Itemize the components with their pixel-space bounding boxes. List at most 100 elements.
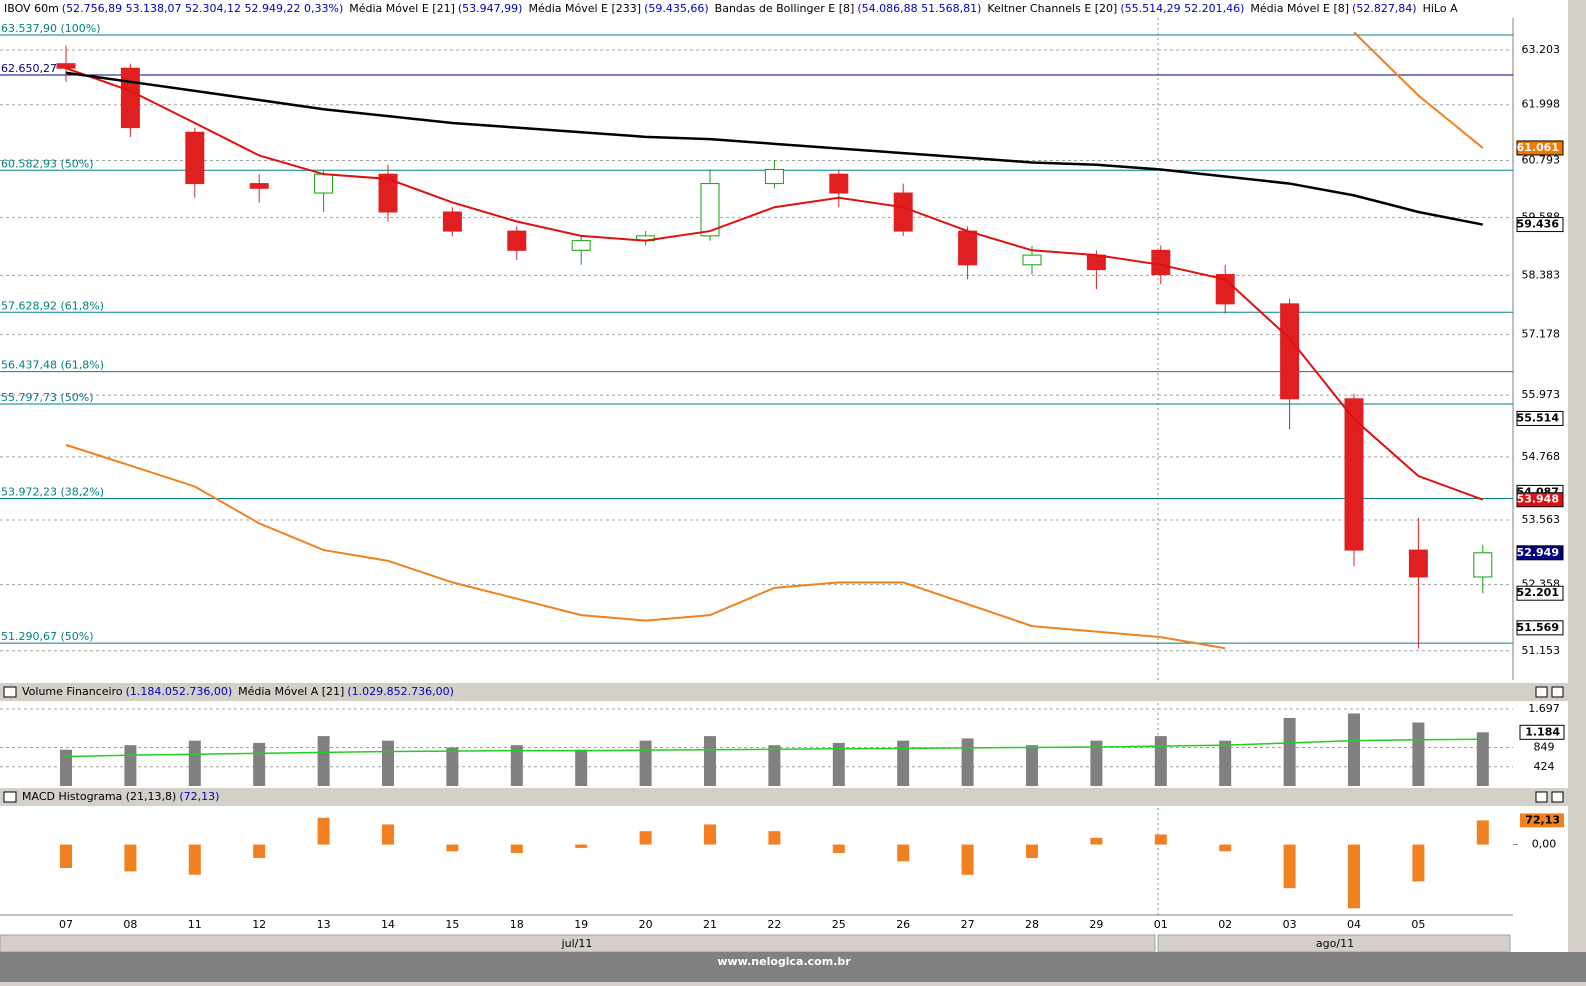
x-tick-label: 11 — [188, 918, 202, 931]
bar — [124, 745, 137, 786]
legend-name: HiLo A — [1423, 2, 1458, 15]
legend-values: (55.514,29 52.201,46) — [1120, 2, 1244, 15]
legend-name: Média Móvel E [8] — [1250, 2, 1349, 15]
axis-value-box — [1520, 813, 1564, 828]
x-tick-label: 20 — [639, 918, 653, 931]
x-tick-label: 29 — [1089, 918, 1103, 931]
legend-name: Média Móvel E [21] — [349, 2, 455, 15]
candle-body — [700, 183, 720, 237]
x-tick-label: 19 — [574, 918, 588, 931]
x-tick-label: 18 — [510, 918, 524, 931]
axis-value-label: 72,13 — [1525, 813, 1560, 826]
bar — [1283, 844, 1296, 889]
axis-price-box — [1516, 585, 1564, 601]
footer: www.nelogica.com.br — [717, 955, 851, 968]
bar — [897, 740, 910, 786]
x-tick-label: 25 — [832, 918, 846, 931]
candle-body — [507, 230, 527, 251]
bar — [60, 844, 72, 869]
x-tick-label: 26 — [896, 918, 910, 931]
x-tick-label: 03 — [1283, 918, 1297, 931]
x-tick-label: 08 — [123, 918, 137, 931]
candle-body — [378, 173, 398, 213]
y-tick-label: 53.563 — [1522, 513, 1561, 526]
candle-body — [314, 173, 334, 194]
candle-body — [442, 211, 462, 232]
y-tick-label: 424 — [1534, 760, 1555, 773]
legend: MACD Histograma (21,13,8) (72,13) — [22, 790, 219, 803]
axis-price-box — [1516, 217, 1564, 233]
plot-area — [56, 31, 1493, 650]
axis-price-box — [1516, 410, 1564, 426]
bar — [639, 740, 652, 786]
candle-body — [1086, 254, 1106, 271]
bar — [510, 844, 523, 853]
legend-values: (53.947,99) — [458, 2, 523, 15]
x-tick-label: 22 — [767, 918, 781, 931]
axis-price-label: 52.201 — [1517, 586, 1559, 599]
axis-price-box — [1516, 140, 1564, 156]
bar — [961, 738, 974, 786]
legend-values: (52.756,89 53.138,07 52.304,12 52.949,22… — [62, 2, 343, 15]
axis-price-box — [1516, 492, 1564, 508]
candle-body — [1344, 398, 1364, 551]
bar — [382, 824, 394, 845]
bar — [1348, 844, 1360, 909]
candle-body — [829, 173, 849, 194]
maximize-button[interactable] — [1535, 791, 1548, 803]
bar — [1026, 844, 1038, 858]
fib-label: 55.797,73 (50%) — [1, 391, 94, 404]
bar — [768, 831, 781, 845]
close-button[interactable] — [1551, 686, 1564, 698]
bar — [60, 749, 72, 786]
bar — [317, 736, 330, 786]
bar — [124, 844, 137, 872]
x-tick-label: 05 — [1411, 918, 1425, 931]
legend-name: Média Móvel A [21] — [238, 685, 344, 698]
legend-name: Bandas de Bollinger E [8] — [715, 2, 855, 15]
bar — [1476, 820, 1489, 845]
panel-icon[interactable] — [3, 791, 17, 803]
x-tick-label: 28 — [1025, 918, 1039, 931]
bar — [897, 844, 910, 862]
indicator-line — [65, 71, 1484, 226]
y-tick-label: 57.178 — [1522, 328, 1561, 341]
panel-icon[interactable] — [3, 686, 17, 698]
axis-price-label: 59.436 — [1517, 218, 1560, 231]
x-tick-label: 02 — [1218, 918, 1232, 931]
bar — [575, 749, 588, 786]
bar — [1090, 837, 1103, 845]
legend-values: (54.086,88 51.568,81) — [857, 2, 981, 15]
panel-header — [0, 788, 1568, 806]
legend-name: Média Móvel E [233] — [528, 2, 641, 15]
fib-label: 57.628,92 (61,8%) — [1, 299, 104, 312]
axis-price-label: 52.949 — [1517, 546, 1559, 559]
x-tick-label: 21 — [703, 918, 717, 931]
close-button[interactable] — [1551, 791, 1564, 803]
fib-label: 51.290,67 (50%) — [1, 630, 94, 643]
panel-header — [0, 683, 1568, 701]
candle-body — [185, 131, 205, 185]
right-strip — [1568, 0, 1586, 982]
fib-label: 63.537,90 (100%) — [1, 22, 101, 35]
y-tick-label: 849 — [1534, 740, 1555, 753]
bar — [446, 844, 459, 852]
x-tick-label: 13 — [317, 918, 331, 931]
y-tick-label: 61.998 — [1522, 98, 1561, 111]
bar — [1348, 713, 1360, 786]
bar — [253, 844, 266, 858]
maximize-button[interactable] — [1535, 686, 1548, 698]
y-tick-label: 51.153 — [1522, 644, 1561, 657]
legend-name: IBOV 60m — [4, 2, 59, 15]
x-tick-label: 04 — [1347, 918, 1361, 931]
legend: Volume Financeiro (1.184.052.736,00) Média… — [22, 685, 454, 698]
legend-values: (59.435,66) — [644, 2, 709, 15]
axis-price-box — [1516, 620, 1564, 636]
candle-body — [1280, 303, 1300, 400]
fib-label: 60.582,93 (50%) — [1, 157, 94, 170]
bar — [317, 817, 330, 845]
bar — [1219, 740, 1232, 786]
fib-label: 53.972,23 (38,2%) — [1, 485, 104, 498]
